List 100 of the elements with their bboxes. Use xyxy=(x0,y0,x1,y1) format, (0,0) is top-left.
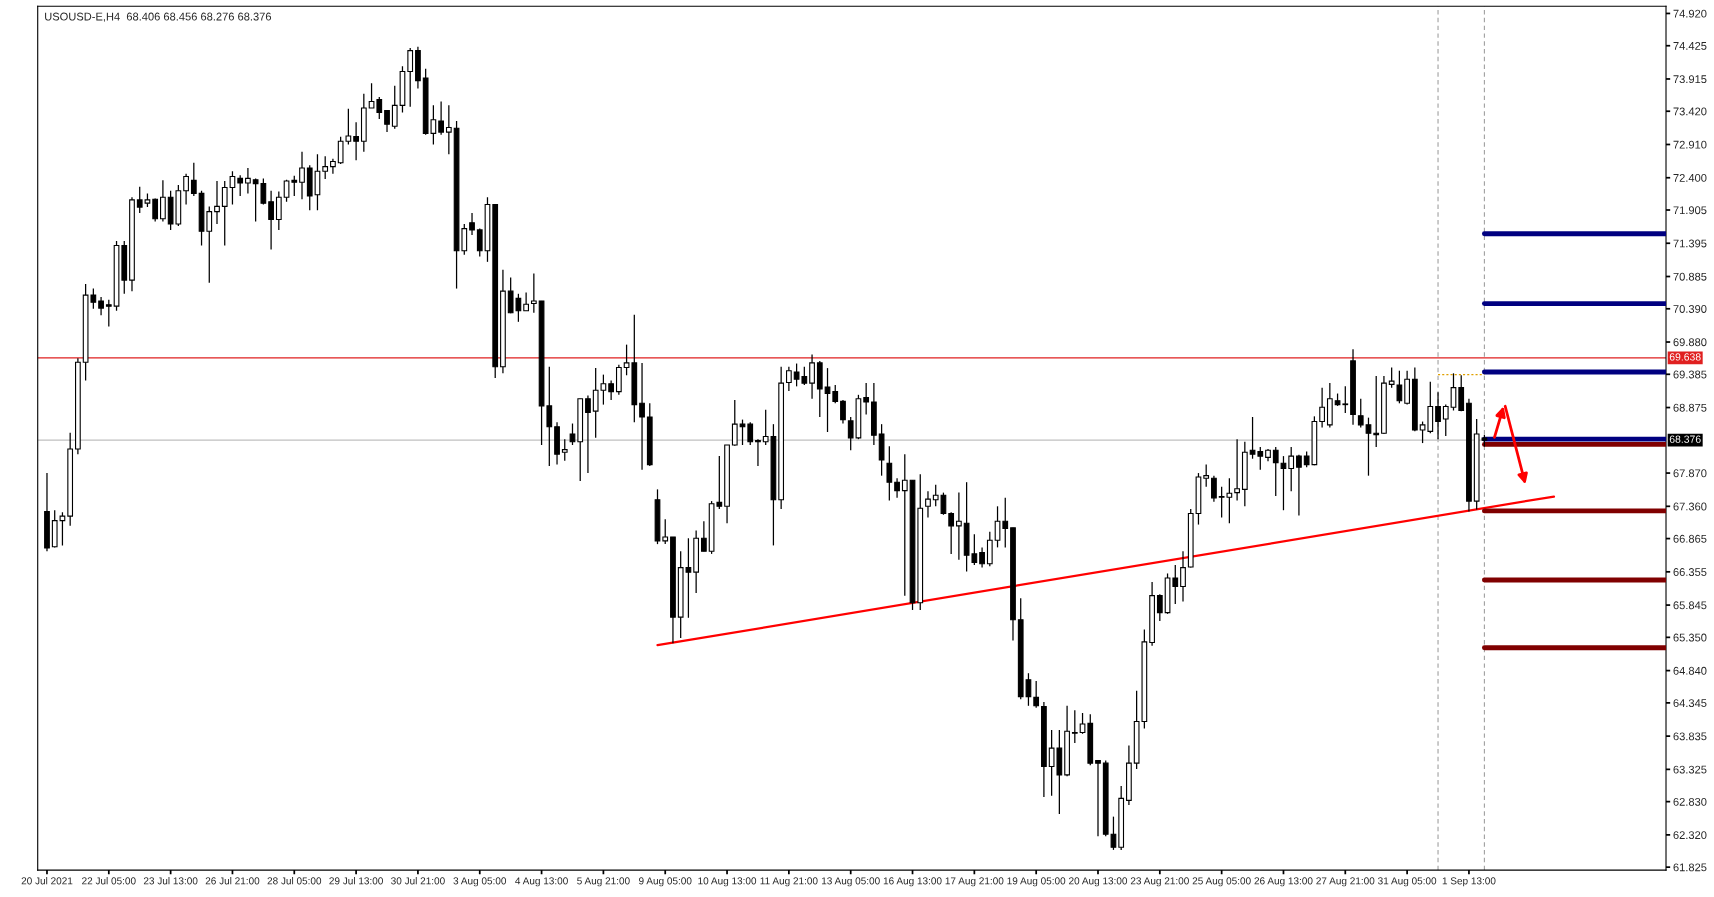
candlestick xyxy=(809,353,815,400)
candlestick xyxy=(569,422,576,446)
x-tick-label: 4 Aug 13:00 xyxy=(515,877,568,887)
candlestick xyxy=(1180,550,1186,603)
ref-line-label: 69.638 xyxy=(1669,353,1701,361)
candlestick xyxy=(183,173,189,206)
candlestick xyxy=(322,155,329,180)
x-tick-label: 20 Aug 13:00 xyxy=(1069,877,1128,887)
candlestick xyxy=(1071,709,1078,744)
x-tick-label: 19 Aug 05:00 xyxy=(1007,877,1066,887)
x-tick-label: 17 Aug 21:00 xyxy=(945,877,1004,887)
candlestick xyxy=(523,291,529,312)
candlestick xyxy=(755,438,761,467)
y-tick-label: 74.425 xyxy=(1673,41,1707,50)
x-tick-label: 25 Aug 05:00 xyxy=(1192,877,1251,887)
candlestick xyxy=(747,421,754,446)
candlestick xyxy=(1442,403,1449,437)
y-tick-label: 70.390 xyxy=(1673,305,1707,313)
y-tick-label: 69.385 xyxy=(1673,370,1707,379)
candlestick xyxy=(956,491,962,561)
x-tick-label: 27 Aug 21:00 xyxy=(1316,877,1375,887)
y-tick-label: 74.920 xyxy=(1673,9,1707,18)
candlestick xyxy=(1357,398,1364,429)
candlestick xyxy=(438,100,444,136)
x-tick-label: 23 Aug 21:00 xyxy=(1130,877,1189,887)
candlestick xyxy=(391,85,398,130)
y-tick-label: 62.320 xyxy=(1673,831,1707,840)
candlestick xyxy=(530,272,537,314)
x-tick-label: 10 Aug 13:00 xyxy=(698,877,757,887)
candlestick xyxy=(925,490,931,519)
candlestick xyxy=(98,296,104,316)
candlestick xyxy=(1288,446,1295,492)
y-tick-label: 73.420 xyxy=(1673,107,1707,116)
candlestick xyxy=(832,384,839,404)
candlestick xyxy=(469,212,475,236)
candlestick xyxy=(901,453,908,597)
y-tick-label: 62.830 xyxy=(1673,797,1707,806)
x-tick-label: 9 Aug 05:00 xyxy=(639,877,692,887)
y-tick-label: 69.880 xyxy=(1673,338,1707,347)
x-tick-label: 1 Sep 13:00 xyxy=(1442,877,1496,887)
y-tick-label: 72.910 xyxy=(1673,140,1707,149)
x-tick-label: 22 Jul 05:00 xyxy=(82,877,136,885)
candlestick xyxy=(824,367,831,433)
candlestick xyxy=(1373,375,1380,448)
x-tick-label: 5 Aug 21:00 xyxy=(577,877,630,887)
y-tick-label: 65.845 xyxy=(1673,601,1707,610)
y-tick-label: 70.885 xyxy=(1673,272,1707,281)
candlestick xyxy=(894,477,900,499)
candlestick xyxy=(1156,593,1163,622)
x-tick-label: 3 Aug 05:00 xyxy=(453,877,507,887)
y-tick-label: 71.905 xyxy=(1673,206,1707,215)
candlestick xyxy=(1458,374,1465,412)
candlestick xyxy=(1272,446,1279,497)
y-tick-label: 67.870 xyxy=(1673,469,1707,478)
candlestick xyxy=(105,299,112,328)
y-tick-label: 65.350 xyxy=(1673,633,1707,642)
chart-title: USOUSD-E,H4 68.406 68.456 68.276 68.376 xyxy=(45,12,272,22)
candlestick xyxy=(407,47,414,108)
y-tick-label: 61.825 xyxy=(1673,863,1707,872)
candlestick xyxy=(299,151,305,200)
candlestick xyxy=(639,362,645,471)
ref-line-label: 68.376 xyxy=(1669,435,1701,443)
x-tick-label: 29 Jul 13:00 xyxy=(329,877,383,885)
candlestick xyxy=(1319,387,1325,429)
candlestick xyxy=(1435,391,1441,440)
candlestick xyxy=(1033,680,1040,709)
y-tick-label: 66.865 xyxy=(1673,534,1707,543)
candlestick xyxy=(476,227,483,258)
x-tick-label: 16 Aug 13:00 xyxy=(883,877,942,887)
y-tick-label: 63.835 xyxy=(1673,732,1707,741)
candlestick xyxy=(330,158,336,175)
y-tick-label: 63.325 xyxy=(1673,765,1707,774)
candlestick xyxy=(1095,759,1101,837)
candlestick xyxy=(190,162,197,197)
candlestick xyxy=(1365,417,1372,477)
y-tick-label: 73.915 xyxy=(1673,75,1707,84)
x-tick-label: 20 Jul 2021 xyxy=(21,877,73,885)
candlestick xyxy=(1234,438,1240,502)
candlestick xyxy=(986,531,993,567)
y-tick-label: 66.355 xyxy=(1673,568,1707,576)
candlestick xyxy=(1203,463,1210,488)
x-tick-label: 28 Jul 05:00 xyxy=(267,877,322,885)
candlestick xyxy=(384,109,390,133)
candlestick xyxy=(268,190,274,251)
candlestick xyxy=(863,382,870,416)
y-tick-label: 72.400 xyxy=(1673,174,1707,182)
x-tick-label: 11 Aug 21:00 xyxy=(760,877,818,887)
candlestick xyxy=(662,518,669,545)
candlestick xyxy=(275,190,282,231)
candlestick xyxy=(731,399,738,447)
candlestick xyxy=(840,399,846,425)
x-tick-label: 13 Aug 05:00 xyxy=(821,877,880,887)
x-tick-label: 23 Jul 13:00 xyxy=(143,877,198,885)
y-tick-label: 71.395 xyxy=(1673,239,1707,248)
candlestick xyxy=(160,179,166,223)
candlestick xyxy=(1296,454,1302,517)
y-tick-label: 67.360 xyxy=(1673,502,1707,511)
candlestick xyxy=(585,394,591,474)
y-tick-label: 64.840 xyxy=(1673,666,1707,675)
candlestick xyxy=(445,104,452,155)
